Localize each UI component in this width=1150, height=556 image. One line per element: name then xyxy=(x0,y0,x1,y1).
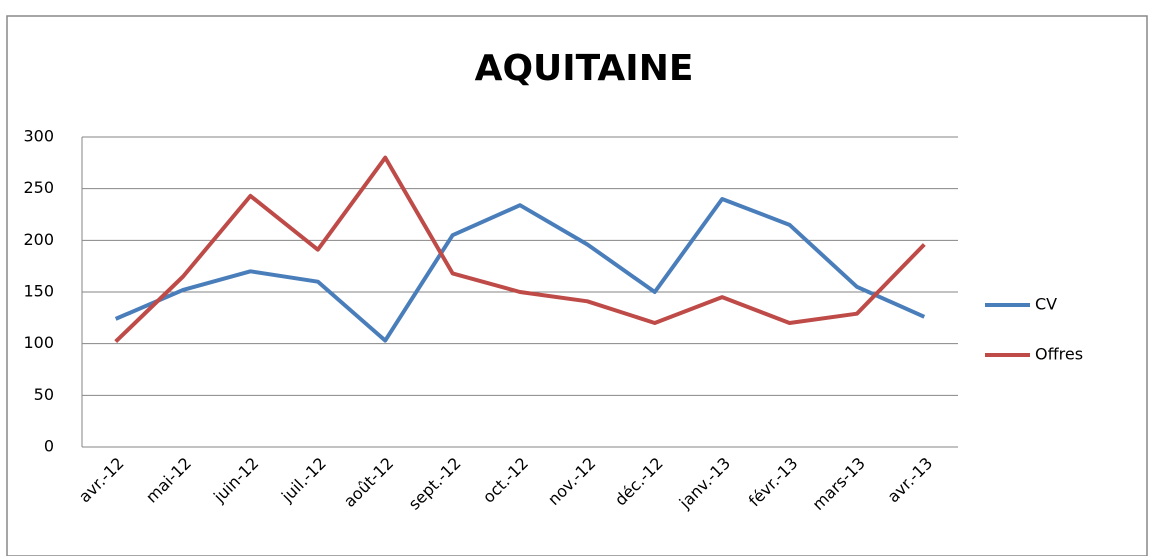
y-tick-label: 300 xyxy=(23,127,54,146)
chart-title: AQUITAINE xyxy=(475,48,694,89)
series-line xyxy=(114,155,926,344)
series-line xyxy=(114,197,926,343)
y-tick-label: 200 xyxy=(23,230,54,249)
y-tick-label: 150 xyxy=(23,282,54,301)
y-tick-label: 0 xyxy=(44,437,54,456)
y-tick-label: 100 xyxy=(23,333,54,352)
legend-label: Offres xyxy=(1035,345,1083,364)
y-tick-label: 250 xyxy=(23,178,54,197)
legend-label: CV xyxy=(1035,295,1057,314)
y-tick-label: 50 xyxy=(34,385,54,404)
